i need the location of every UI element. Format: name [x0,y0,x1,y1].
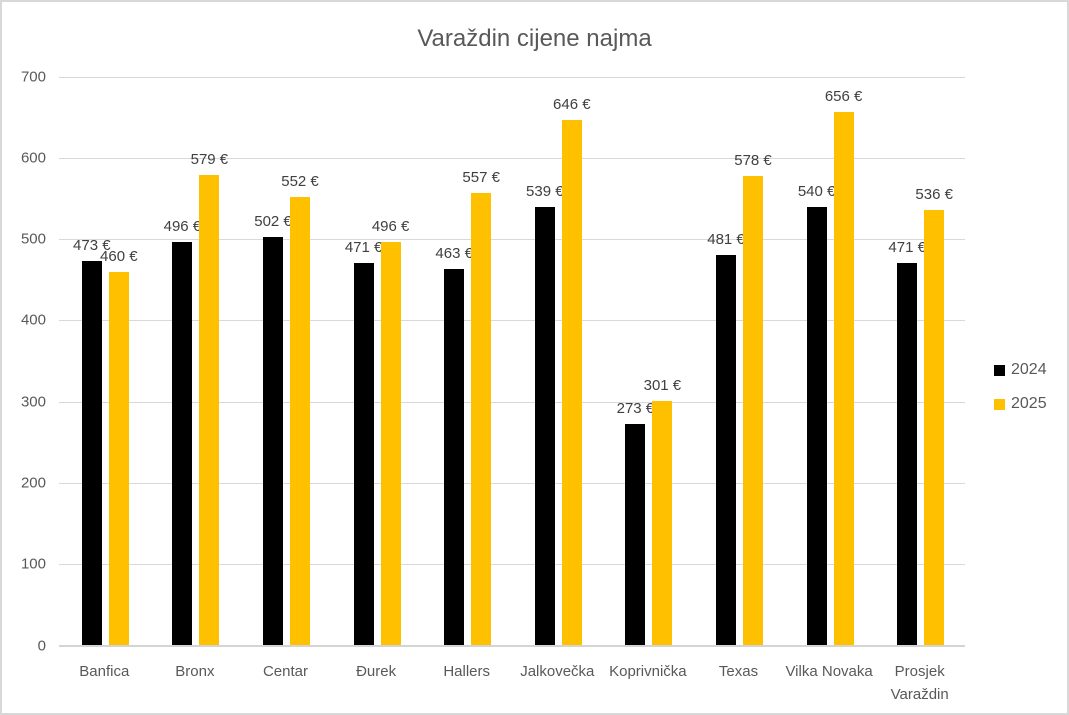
x-axis-category-label: Bronx [175,663,215,680]
data-label-2025: 460 € [100,247,138,265]
bar-2024-jalkovečka [534,207,555,646]
bar-2025-hallers [471,192,492,646]
gridline [59,482,965,484]
x-axis-category-label: Koprivnička [609,663,687,680]
bar-2024-centar [263,237,283,646]
gridline [59,76,965,78]
data-label-2024: 471 € [344,238,383,256]
bar-2024-hallers [444,269,465,646]
y-axis-tick-label: 700 [20,68,46,85]
legend-label-2024: 2024 [1011,361,1047,378]
gridline [59,320,965,322]
bar-2025-centar [290,196,310,646]
bar-2025-koprivnička [652,400,673,646]
y-axis-tick-label: 600 [20,149,46,167]
bar-2024-đurek [353,262,374,646]
data-label-2025: 301 € [643,376,682,394]
data-label-2025: 557 € [462,168,500,186]
x-axis-line [59,644,965,647]
legend-item-2024: 2024 [994,361,1047,379]
x-axis-category-label: Texas [718,663,759,680]
bar-2025-prosjek-varaždin [924,209,945,646]
bar-2024-bronx [172,242,193,646]
x-axis-category-label: Prosjek Varaždin [890,663,949,703]
bar-2025-vilka-novaka [833,112,854,646]
bar-2024-prosjek-varaždin [897,262,918,646]
data-label-2024: 502 € [254,213,292,231]
y-axis-tick-label: 100 [20,555,46,573]
legend-swatch-2025 [994,398,1005,410]
bar-2025-bronx [199,174,220,646]
x-axis-category-label: Đurek [356,663,397,680]
data-label-2024: 471 € [888,238,926,256]
data-label-2025: 646 € [553,96,591,114]
gridline [59,157,965,159]
legend-label-2025: 2025 [1011,395,1047,412]
bar-2025-banfica [108,271,129,646]
legend: 2024 2025 [994,361,1047,413]
data-label-2024: 496 € [163,218,202,236]
data-label-2025: 552 € [281,172,319,190]
data-label-2024: 463 € [435,245,473,263]
y-axis-tick-label: 500 [20,230,46,248]
data-label-2025: 656 € [824,88,863,106]
data-label-2025: 536 € [915,185,953,203]
gridline [59,239,965,241]
legend-swatch-2024 [994,364,1005,376]
data-label-2024: 273 € [616,399,655,417]
x-axis-category-label: Banfica [79,663,130,680]
gridline [59,401,965,403]
x-axis-category-label: Jalkovečka [520,663,595,680]
data-label-2024: 539 € [526,183,564,201]
chart-title: Varaždin cijene najma [417,25,652,52]
data-label-2024: 473 € [73,237,111,255]
data-label-2025: 579 € [190,150,229,168]
bar-2024-texas [716,254,736,646]
y-axis-tick-label: 0 [37,637,46,654]
x-axis-category-label: Centar [262,663,308,680]
data-label-2025: 578 € [734,151,772,169]
bar-2024-koprivnička [625,423,646,646]
bar-2025-texas [743,175,763,646]
bar-2024-banfica [81,261,102,646]
y-axis-tick-label: 400 [20,311,46,329]
gridline [59,564,965,566]
bar-2025-đurek [380,242,401,646]
data-label-2025: 496 € [371,218,410,236]
y-axis-tick-label: 200 [20,474,46,492]
data-label-2024: 481 € [707,230,745,248]
data-label-2024: 540 € [797,182,836,200]
legend-item-2025: 2025 [994,395,1047,413]
x-axis-category-label: Vilka Novaka [785,663,873,680]
bar-2024-vilka-novaka [806,206,827,646]
x-axis-category-label: Hallers [443,663,491,680]
bar-2025-jalkovečka [561,120,582,646]
y-axis-tick-label: 300 [20,393,46,411]
